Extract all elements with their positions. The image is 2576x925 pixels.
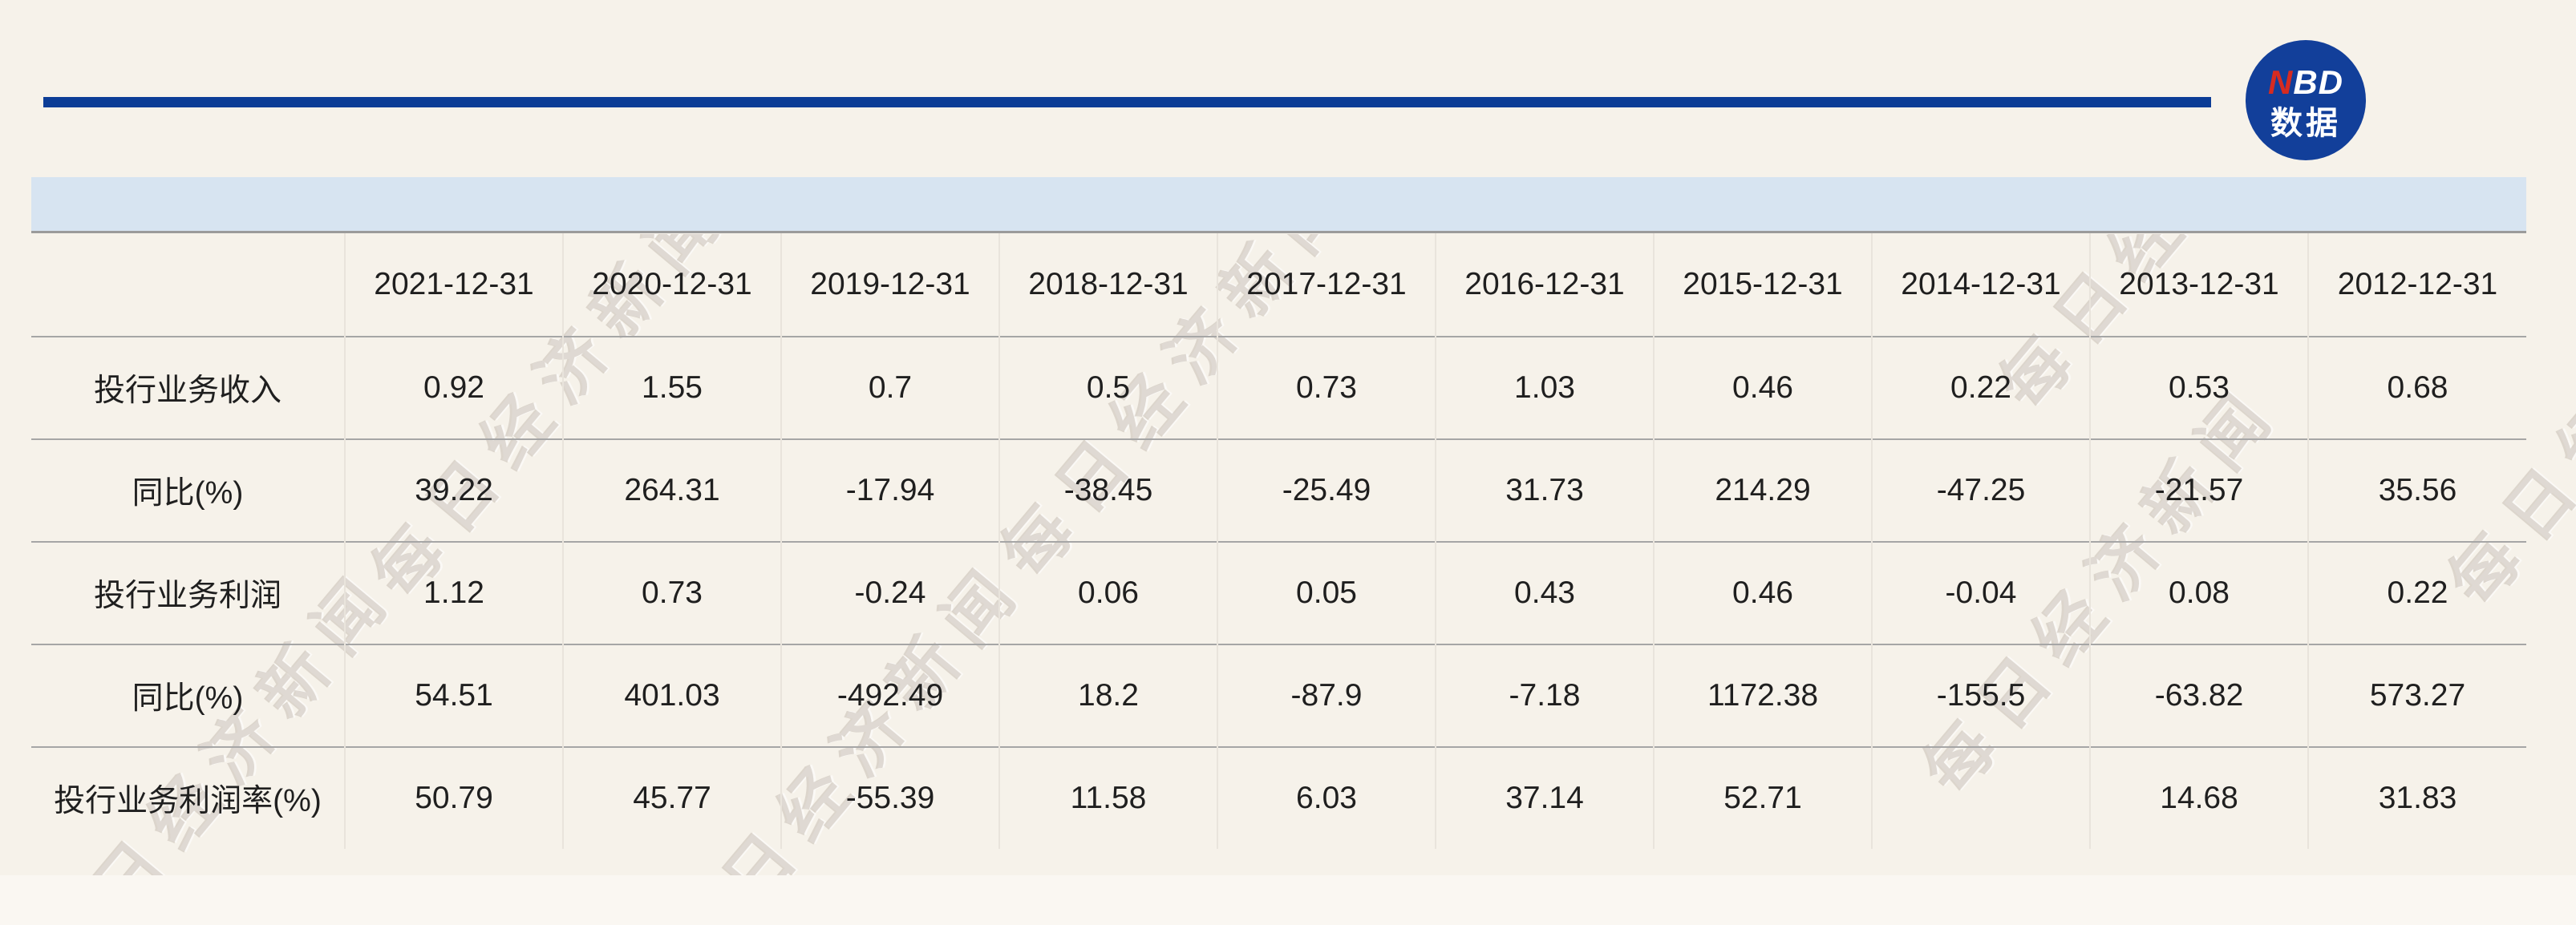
date-header-cell: 2020-12-31: [562, 233, 781, 337]
date-header-cell: 2016-12-31: [1435, 233, 1654, 337]
value-cell: 1172.38: [1653, 644, 1872, 747]
value-cell: 0.46: [1653, 336, 1872, 439]
nbd-logo-wordmark: NBD: [2268, 66, 2343, 99]
table-row-profit-margin: 投行业务利润率(%) 50.79 45.77 -55.39 11.58 6.03…: [31, 746, 2526, 849]
value-cell: 0.73: [562, 541, 781, 644]
value-cell: 54.51: [344, 644, 563, 747]
row-label: 同比(%): [31, 644, 345, 747]
value-cell: 45.77: [562, 746, 781, 849]
value-cell: 37.14: [1435, 746, 1654, 849]
value-cell: -17.94: [780, 438, 999, 542]
corner-cell: [31, 233, 345, 337]
value-cell: -7.18: [1435, 644, 1654, 747]
table-row-revenue-yoy: 同比(%) 39.22 264.31 -17.94 -38.45 -25.49 …: [31, 438, 2526, 542]
value-cell: 0.5: [998, 336, 1217, 439]
row-label: 投行业务收入: [31, 336, 345, 439]
value-cell: 0.73: [1217, 336, 1436, 439]
value-cell: 1.03: [1435, 336, 1654, 439]
value-cell: -492.49: [780, 644, 999, 747]
value-cell: 0.22: [1871, 336, 2090, 439]
table-row-revenue: 投行业务收入 0.92 1.55 0.7 0.5 0.73 1.03 0.46 …: [31, 336, 2526, 439]
value-cell: -0.24: [780, 541, 999, 644]
value-cell: 0.08: [2089, 541, 2308, 644]
value-cell: 52.71: [1653, 746, 1872, 849]
value-cell: 0.22: [2307, 541, 2526, 644]
top-divider-line: [43, 97, 2211, 107]
value-cell: 0.06: [998, 541, 1217, 644]
value-cell: 264.31: [562, 438, 781, 542]
row-label: 同比(%): [31, 438, 345, 542]
value-cell: -21.57: [2089, 438, 2308, 542]
value-cell: -47.25: [1871, 438, 2090, 542]
date-header-cell: 2021-12-31: [344, 233, 563, 337]
value-cell: 6.03: [1217, 746, 1436, 849]
value-cell: -55.39: [780, 746, 999, 849]
value-cell: 573.27: [2307, 644, 2526, 747]
value-cell: -0.04: [1871, 541, 2090, 644]
value-cell: 0.05: [1217, 541, 1436, 644]
table-row-profit: 投行业务利润 1.12 0.73 -0.24 0.06 0.05 0.43 0.…: [31, 541, 2526, 644]
date-header-cell: 2014-12-31: [1871, 233, 2090, 337]
value-cell: -25.49: [1217, 438, 1436, 542]
date-header-cell: 2018-12-31: [998, 233, 1217, 337]
date-header-cell: 2013-12-31: [2089, 233, 2308, 337]
value-cell: 35.56: [2307, 438, 2526, 542]
nbd-data-logo: NBD 数据: [2246, 40, 2366, 160]
value-cell: 50.79: [344, 746, 563, 849]
date-header-cell: 2015-12-31: [1653, 233, 1872, 337]
value-cell: -63.82: [2089, 644, 2308, 747]
value-cell: 0.46: [1653, 541, 1872, 644]
nbd-logo-letter-n: N: [2267, 63, 2294, 101]
table-row-profit-yoy: 同比(%) 54.51 401.03 -492.49 18.2 -87.9 -7…: [31, 644, 2526, 747]
value-cell: 31.73: [1435, 438, 1654, 542]
date-header-cell: 2012-12-31: [2307, 233, 2526, 337]
value-cell: 0.43: [1435, 541, 1654, 644]
value-cell: 0.68: [2307, 336, 2526, 439]
row-label: 投行业务利润: [31, 541, 345, 644]
value-cell: -38.45: [998, 438, 1217, 542]
value-cell: [1871, 746, 2090, 849]
value-cell: 11.58: [998, 746, 1217, 849]
value-cell: 31.83: [2307, 746, 2526, 849]
table-header-band: [31, 177, 2526, 233]
value-cell: 1.12: [344, 541, 563, 644]
value-cell: -155.5: [1871, 644, 2090, 747]
date-header-cell: 2017-12-31: [1217, 233, 1436, 337]
value-cell: 39.22: [344, 438, 563, 542]
nbd-logo-subtitle: 数据: [2270, 106, 2341, 141]
value-cell: 1.55: [562, 336, 781, 439]
value-cell: 401.03: [562, 644, 781, 747]
bottom-strip: [0, 875, 2576, 925]
nbd-logo-letters-bd: BD: [2293, 63, 2343, 101]
value-cell: 0.7: [780, 336, 999, 439]
date-header-cell: 2019-12-31: [780, 233, 999, 337]
row-label: 投行业务利润率(%): [31, 746, 345, 849]
date-header-row: 2021-12-31 2020-12-31 2019-12-31 2018-12…: [31, 233, 2526, 337]
value-cell: -87.9: [1217, 644, 1436, 747]
value-cell: 14.68: [2089, 746, 2308, 849]
value-cell: 0.92: [344, 336, 563, 439]
financial-data-table: 2021-12-31 2020-12-31 2019-12-31 2018-12…: [31, 233, 2526, 849]
value-cell: 214.29: [1653, 438, 1872, 542]
value-cell: 0.53: [2089, 336, 2308, 439]
value-cell: 18.2: [998, 644, 1217, 747]
